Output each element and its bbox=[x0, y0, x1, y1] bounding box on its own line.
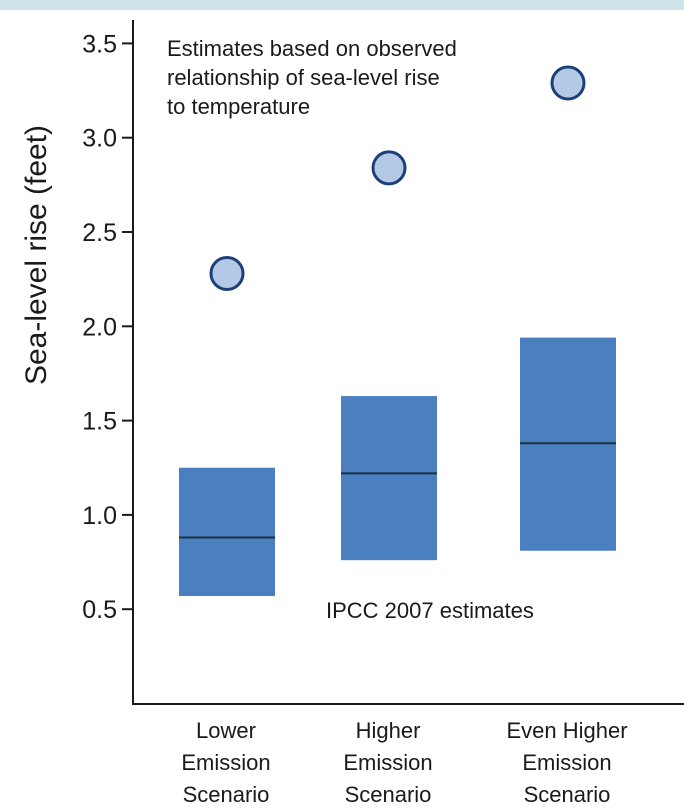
observed-annotation-line-3: to temperature bbox=[167, 94, 310, 119]
x-category-label: Even Higher Emission Scenario bbox=[506, 718, 627, 807]
top-strip bbox=[0, 0, 684, 10]
y-tick-label: 1.0 bbox=[82, 502, 117, 530]
x-category-line: Emission bbox=[181, 750, 270, 775]
y-tick-label: 2.5 bbox=[82, 219, 117, 247]
y-tick-label: 3.5 bbox=[82, 30, 117, 58]
axes bbox=[132, 20, 684, 705]
x-category-line: Higher bbox=[356, 718, 421, 743]
x-category-line: Even Higher bbox=[506, 718, 627, 743]
observed-annotation-line-1: Estimates based on observed bbox=[167, 36, 457, 61]
y-axis-title: Sea-level rise (feet) bbox=[20, 125, 53, 385]
observed-marker-2 bbox=[371, 150, 407, 186]
x-categories: Lower Emission Scenario Higher Emission Scena… bbox=[181, 718, 627, 807]
x-category-line: Lower bbox=[196, 718, 256, 743]
ipcc-annotation: IPCC 2007 estimates bbox=[326, 598, 534, 623]
y-tick-label: 0.5 bbox=[82, 596, 117, 624]
x-category-line: Emission bbox=[522, 750, 611, 775]
x-category-line: Scenario bbox=[183, 782, 270, 807]
ipcc-box-1 bbox=[179, 467, 275, 596]
x-category-line: Scenario bbox=[345, 782, 432, 807]
x-category-line: Scenario bbox=[524, 782, 611, 807]
x-category-line: Emission bbox=[343, 750, 432, 775]
observed-annotation-line-2: relationship of sea-level rise bbox=[167, 65, 440, 90]
observed-annotation: Estimates based on observed relationship… bbox=[167, 36, 463, 119]
ipcc-box-2 bbox=[341, 396, 437, 561]
y-ticks: 0.5 1.0 1.5 2.0 2.5 3.0 3.5 bbox=[82, 30, 133, 624]
observed-marker-3 bbox=[550, 65, 586, 101]
x-category-label: Higher Emission Scenario bbox=[343, 718, 432, 807]
ipcc-boxes bbox=[179, 337, 616, 596]
observed-estimate-markers bbox=[209, 65, 586, 291]
y-tick-label: 2.0 bbox=[82, 313, 117, 341]
observed-marker-1 bbox=[209, 255, 245, 291]
y-tick-label: 3.0 bbox=[82, 125, 117, 153]
y-tick-label: 1.5 bbox=[82, 408, 117, 436]
x-category-label: Lower Emission Scenario bbox=[181, 718, 270, 807]
